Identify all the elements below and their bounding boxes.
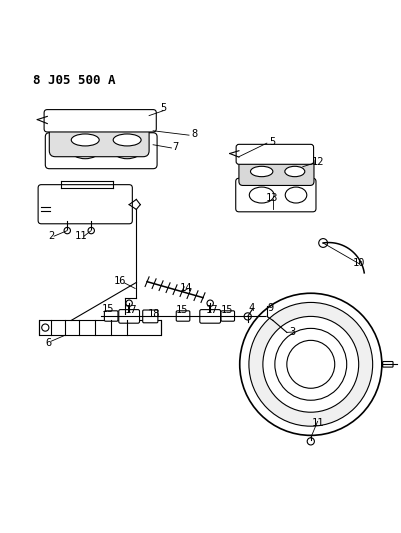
FancyBboxPatch shape [45,133,157,168]
Text: 6: 6 [45,338,51,348]
Text: 15: 15 [220,305,233,315]
Text: 3: 3 [288,327,294,337]
Circle shape [126,300,132,306]
Circle shape [263,313,270,320]
Text: 18: 18 [148,309,160,319]
Text: 2: 2 [49,231,55,241]
FancyBboxPatch shape [118,310,139,323]
Text: 11: 11 [75,231,87,241]
Text: 11: 11 [310,418,323,428]
FancyBboxPatch shape [104,311,117,321]
Text: 5: 5 [160,103,166,114]
Text: 16: 16 [113,276,126,286]
Circle shape [248,302,372,426]
FancyBboxPatch shape [238,158,313,185]
Ellipse shape [71,143,99,159]
FancyBboxPatch shape [382,361,392,367]
Ellipse shape [71,134,99,146]
Text: 5: 5 [268,137,275,147]
Circle shape [64,228,70,234]
FancyBboxPatch shape [39,320,161,335]
Circle shape [207,300,213,306]
Ellipse shape [284,166,304,176]
Text: 15: 15 [175,305,188,315]
FancyBboxPatch shape [235,144,313,164]
FancyBboxPatch shape [142,310,158,323]
Text: 15: 15 [102,304,114,314]
Circle shape [286,341,334,388]
FancyBboxPatch shape [221,311,234,321]
FancyBboxPatch shape [176,311,189,321]
Text: 13: 13 [265,193,277,203]
FancyBboxPatch shape [44,110,156,132]
Text: 4: 4 [247,303,254,313]
Ellipse shape [113,143,141,159]
FancyBboxPatch shape [49,123,149,157]
Circle shape [243,313,251,320]
Circle shape [239,293,381,435]
Text: 10: 10 [352,257,365,268]
Text: 8: 8 [190,129,197,139]
FancyBboxPatch shape [199,310,220,323]
Circle shape [88,228,94,234]
Ellipse shape [249,187,273,203]
Ellipse shape [285,187,306,203]
Text: 8 J05 500 A: 8 J05 500 A [33,75,115,87]
Circle shape [274,328,346,400]
Text: 17: 17 [125,305,137,315]
FancyBboxPatch shape [235,178,315,212]
Ellipse shape [113,134,141,146]
Circle shape [42,324,49,331]
FancyBboxPatch shape [38,184,132,224]
Circle shape [306,438,314,445]
Ellipse shape [250,166,272,176]
Text: 17: 17 [205,305,217,315]
Text: 12: 12 [311,157,324,167]
Text: 7: 7 [172,142,178,152]
Text: 9: 9 [267,303,273,313]
Text: 14: 14 [179,282,192,293]
Circle shape [262,317,358,412]
Circle shape [318,239,327,247]
